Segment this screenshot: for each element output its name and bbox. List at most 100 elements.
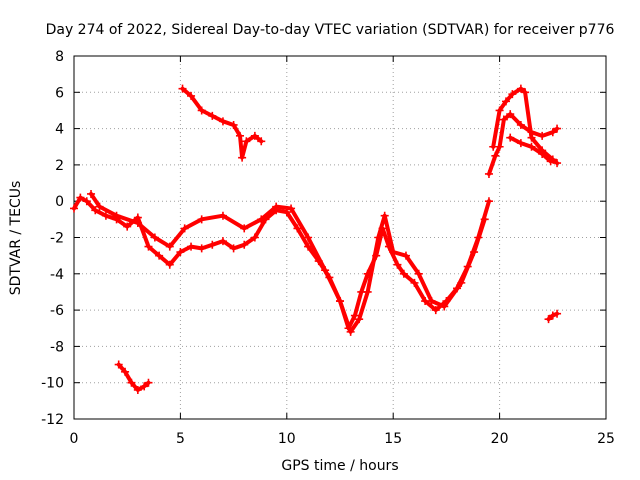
data-point — [121, 367, 130, 376]
data-point — [218, 237, 227, 246]
series-arc-main-a — [70, 193, 493, 333]
data-point — [346, 327, 355, 336]
data-point — [187, 91, 196, 100]
series-arc-lower-left — [114, 360, 153, 394]
data-point — [240, 240, 249, 249]
data-point — [401, 251, 410, 260]
data-point — [389, 248, 398, 257]
data-point — [176, 248, 185, 257]
data-point — [363, 287, 372, 296]
data-point — [553, 309, 562, 318]
data-point — [489, 142, 498, 151]
y-tick-label: 6 — [55, 85, 64, 101]
data-point — [521, 88, 530, 97]
data-point — [112, 211, 121, 220]
x-tick-label: 15 — [384, 431, 402, 447]
data-point — [293, 224, 302, 233]
data-point — [287, 204, 296, 213]
data-point — [240, 224, 249, 233]
y-tick-label: -8 — [50, 339, 64, 355]
chart-title: Day 274 of 2022, Sidereal Day-to-day VTE… — [46, 22, 615, 38]
x-tick-label: 0 — [70, 431, 79, 447]
data-point — [208, 240, 217, 249]
data-point — [123, 222, 132, 231]
data-point — [380, 211, 389, 220]
data-point — [250, 131, 259, 140]
data-point — [208, 111, 217, 120]
data-point — [178, 84, 187, 93]
data-point — [516, 139, 525, 148]
data-point — [321, 266, 330, 275]
data-point — [144, 242, 153, 251]
data-point — [336, 297, 344, 306]
data-point — [457, 278, 466, 287]
data-point — [304, 233, 313, 242]
data-point — [187, 242, 196, 251]
data-point — [516, 120, 525, 129]
data-point — [127, 378, 136, 387]
data-point — [180, 224, 189, 233]
data-point — [508, 90, 517, 99]
data-point — [150, 233, 159, 242]
data-point — [272, 202, 281, 211]
data-point — [91, 206, 100, 215]
data-point — [546, 157, 555, 166]
data-point — [399, 269, 408, 278]
data-point — [538, 150, 547, 159]
series-layer — [70, 84, 562, 394]
y-tick-label: -6 — [50, 303, 64, 319]
series-arc-main-b — [87, 189, 489, 336]
data-point — [133, 385, 142, 394]
series-arc-upper-left — [178, 84, 266, 162]
data-point — [484, 197, 493, 206]
data-point — [197, 244, 206, 253]
data-point — [238, 153, 247, 162]
x-tick-label: 20 — [491, 431, 509, 447]
data-point — [257, 215, 266, 224]
data-point — [484, 169, 493, 178]
data-point — [350, 311, 359, 320]
y-tick-label: 0 — [55, 194, 64, 210]
data-point — [114, 360, 123, 369]
data-point — [506, 110, 515, 119]
series-line — [491, 86, 560, 166]
series-arc-late-c — [506, 133, 555, 166]
data-point — [87, 189, 96, 198]
data-point — [553, 124, 562, 133]
data-point — [553, 159, 562, 168]
data-point — [140, 382, 149, 391]
data-point — [440, 302, 449, 311]
data-point — [495, 106, 504, 115]
x-axis-label: GPS time / hours — [281, 458, 398, 474]
data-point — [548, 128, 557, 137]
data-point — [101, 211, 110, 220]
data-point — [76, 193, 85, 202]
data-point — [133, 218, 142, 227]
data-point — [414, 269, 423, 278]
series-arc-late-d — [544, 309, 562, 324]
data-point — [242, 137, 251, 146]
data-point — [491, 151, 500, 160]
data-point — [506, 133, 515, 142]
data-point — [250, 233, 259, 242]
series-line — [487, 112, 560, 176]
tick-layer: 0 5 10 15 20 25 -12 -10 -8 -6 -4 -2 0 2 4 6 8 — [41, 49, 615, 447]
data-point — [197, 106, 206, 115]
data-point — [229, 120, 238, 129]
data-point — [538, 131, 547, 140]
x-tick-label: 10 — [278, 431, 296, 447]
data-point — [355, 315, 364, 324]
data-point — [70, 204, 78, 213]
y-axis-label: SDTVAR / TECUs — [8, 181, 24, 296]
data-point — [95, 202, 104, 211]
data-point — [257, 137, 266, 146]
data-point — [431, 306, 440, 315]
data-point — [235, 131, 244, 140]
data-point — [218, 211, 227, 220]
data-point — [544, 315, 553, 324]
y-tick-label: -12 — [41, 412, 64, 428]
data-point — [527, 133, 536, 142]
y-tick-label: -4 — [50, 267, 64, 283]
data-point — [82, 197, 91, 206]
